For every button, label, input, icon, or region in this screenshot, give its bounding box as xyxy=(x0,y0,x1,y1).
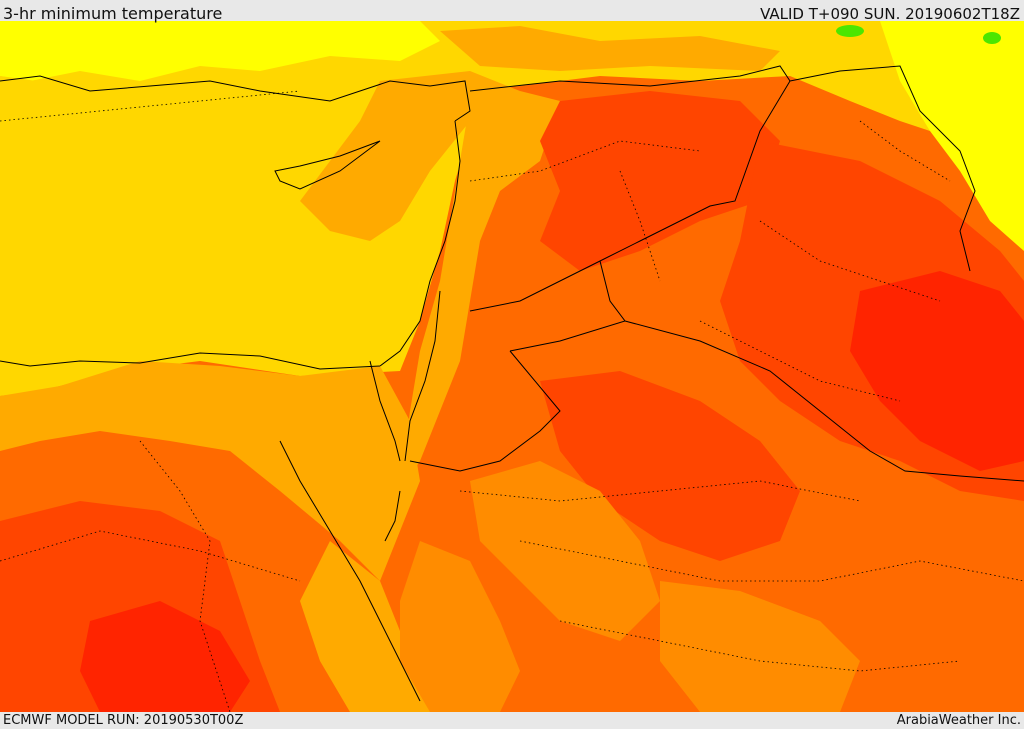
field-syria-deep xyxy=(540,91,780,271)
field-egypt-south-red xyxy=(80,601,250,712)
field-egypt-north xyxy=(0,361,420,581)
map-footer: ECMWF MODEL RUN: 20190530T00Z ArabiaWeat… xyxy=(0,712,1024,729)
field-saudi-orange-2 xyxy=(660,581,860,712)
model-run-label: ECMWF MODEL RUN: 20190530T00Z xyxy=(3,713,244,728)
field-green-spot-2 xyxy=(983,32,1001,44)
field-levant-gold xyxy=(400,91,560,491)
temperature-map[interactable] xyxy=(0,21,1024,712)
credit-label: ArabiaWeather Inc. xyxy=(896,713,1021,728)
field-north-bright xyxy=(0,21,440,81)
field-saudi-orange xyxy=(470,461,660,641)
map-header: 3-hr minimum temperature VALID T+090 SUN… xyxy=(0,0,1024,23)
field-northeast-bright xyxy=(880,21,1024,251)
field-hejaz-orange xyxy=(400,541,520,712)
temperature-map-svg xyxy=(0,21,1024,712)
valid-time: VALID T+090 SUN. 20190602T18Z xyxy=(760,5,1020,23)
map-title: 3-hr minimum temperature xyxy=(3,4,223,23)
field-saudi-deep xyxy=(540,371,800,561)
province-borders xyxy=(0,90,1024,712)
country-borders xyxy=(0,65,1024,702)
field-turkey-gold xyxy=(300,71,520,241)
field-iraq-red xyxy=(850,271,1024,471)
field-north-gold xyxy=(440,26,780,71)
field-green-spot-1 xyxy=(836,25,864,37)
